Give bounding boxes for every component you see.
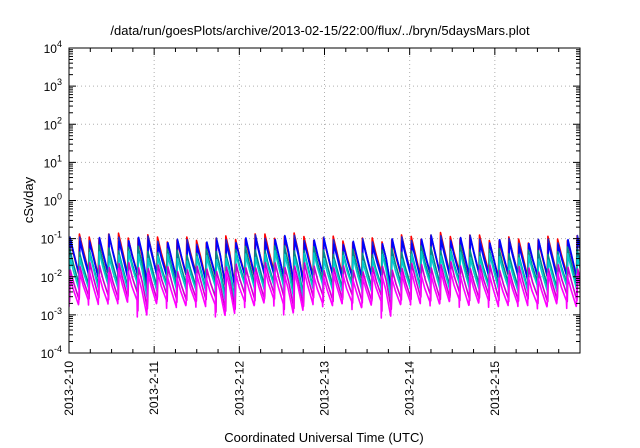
grid	[69, 48, 580, 353]
x-axis-title: Coordinated Universal Time (UTC)	[224, 430, 423, 445]
y-tick-label: 10-4	[41, 344, 62, 361]
y-tick-label: 10-2	[41, 268, 62, 285]
x-tick-label: 2013-2-11	[147, 361, 161, 415]
x-tick-labels: 2013-2-10 2013-2-11 2013-2-12 2013-2-13 2013…	[62, 361, 502, 416]
y-tick-label: 10-3	[41, 306, 62, 323]
x-tick-label: 2013-2-10	[62, 361, 76, 416]
y-tick-label: 103	[44, 77, 62, 94]
y-tick-label: 102	[44, 115, 62, 132]
chart-title: /data/run/goesPlots/archive/2013-02-15/2…	[110, 23, 530, 38]
series-line	[69, 267, 580, 319]
ticks	[68, 47, 580, 354]
y-tick-labels: 10-4 10-3 10-2 10-1 100 101 102 103 104	[41, 39, 62, 361]
y-axis-title: cSv/day	[21, 176, 36, 223]
x-tick-label: 2013-2-14	[403, 361, 417, 416]
y-tick-label: 10-1	[41, 230, 62, 247]
x-tick-label: 2013-2-15	[488, 361, 502, 416]
series-group	[69, 231, 580, 319]
x-tick-label: 2013-2-13	[318, 361, 332, 416]
y-tick-label: 101	[44, 153, 62, 170]
x-tick-label: 2013-2-12	[232, 361, 246, 416]
y-tick-label: 104	[44, 39, 62, 56]
y-tick-label: 100	[44, 192, 62, 209]
